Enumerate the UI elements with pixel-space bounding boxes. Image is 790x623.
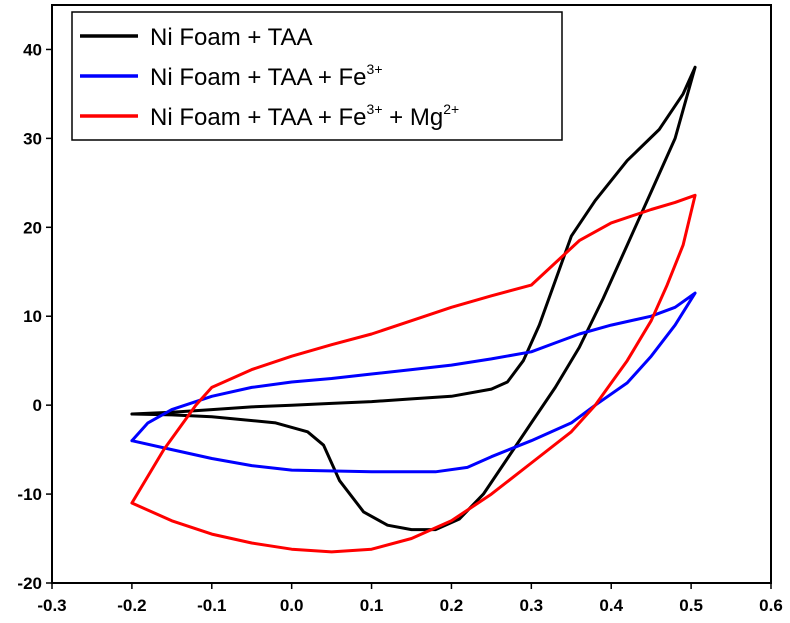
y-tick-label: -20 xyxy=(17,574,42,593)
series-line-1 xyxy=(130,65,697,532)
legend-box xyxy=(71,11,563,141)
plot-frame xyxy=(51,4,772,584)
y-tick-label: 40 xyxy=(23,40,42,59)
x-tick-label: 0.3 xyxy=(520,596,544,615)
legend-item: Ni Foam + TAA xyxy=(80,24,313,51)
y-tick-label: 10 xyxy=(23,307,42,326)
x-tick-label: 0.1 xyxy=(360,596,384,615)
axis-ticks: -0.3 -0.2 -0.1 0.0 0.1 0.2 0.3 0.4 0.5 0.6 -20 -10 0… xyxy=(17,40,782,615)
y-tick-label: 0 xyxy=(33,396,42,415)
legend-item: Ni Foam + TAA + Fe3+ + Mg2+ xyxy=(80,101,459,131)
x-tick-label: -0.3 xyxy=(37,596,66,615)
y-tick-label: -10 xyxy=(17,485,42,504)
legend-label: Ni Foam + TAA + Fe3+ xyxy=(150,61,383,91)
x-tick-label: 0.5 xyxy=(679,596,703,615)
legend-label: Ni Foam + TAA xyxy=(150,24,313,51)
x-tick-label: 0.6 xyxy=(759,596,783,615)
x-tick-label: -0.2 xyxy=(117,596,146,615)
x-tick-label: 0.2 xyxy=(440,596,464,615)
x-tick-label: -0.1 xyxy=(197,596,226,615)
y-tick-label: 20 xyxy=(23,218,42,237)
series-line-3 xyxy=(130,193,697,554)
y-tick-label: 30 xyxy=(23,129,42,148)
legend-label: Ni Foam + TAA + Fe3+ + Mg2+ xyxy=(150,101,459,131)
x-tick-label: 0.4 xyxy=(599,596,623,615)
series-layer xyxy=(130,65,697,554)
x-tick-label: 0.0 xyxy=(280,596,304,615)
legend-item: Ni Foam + TAA + Fe3+ xyxy=(80,61,383,91)
series-line-2 xyxy=(130,291,697,474)
legend: Ni Foam + TAA Ni Foam + TAA + Fe3+ Ni Foam… xyxy=(71,11,563,141)
